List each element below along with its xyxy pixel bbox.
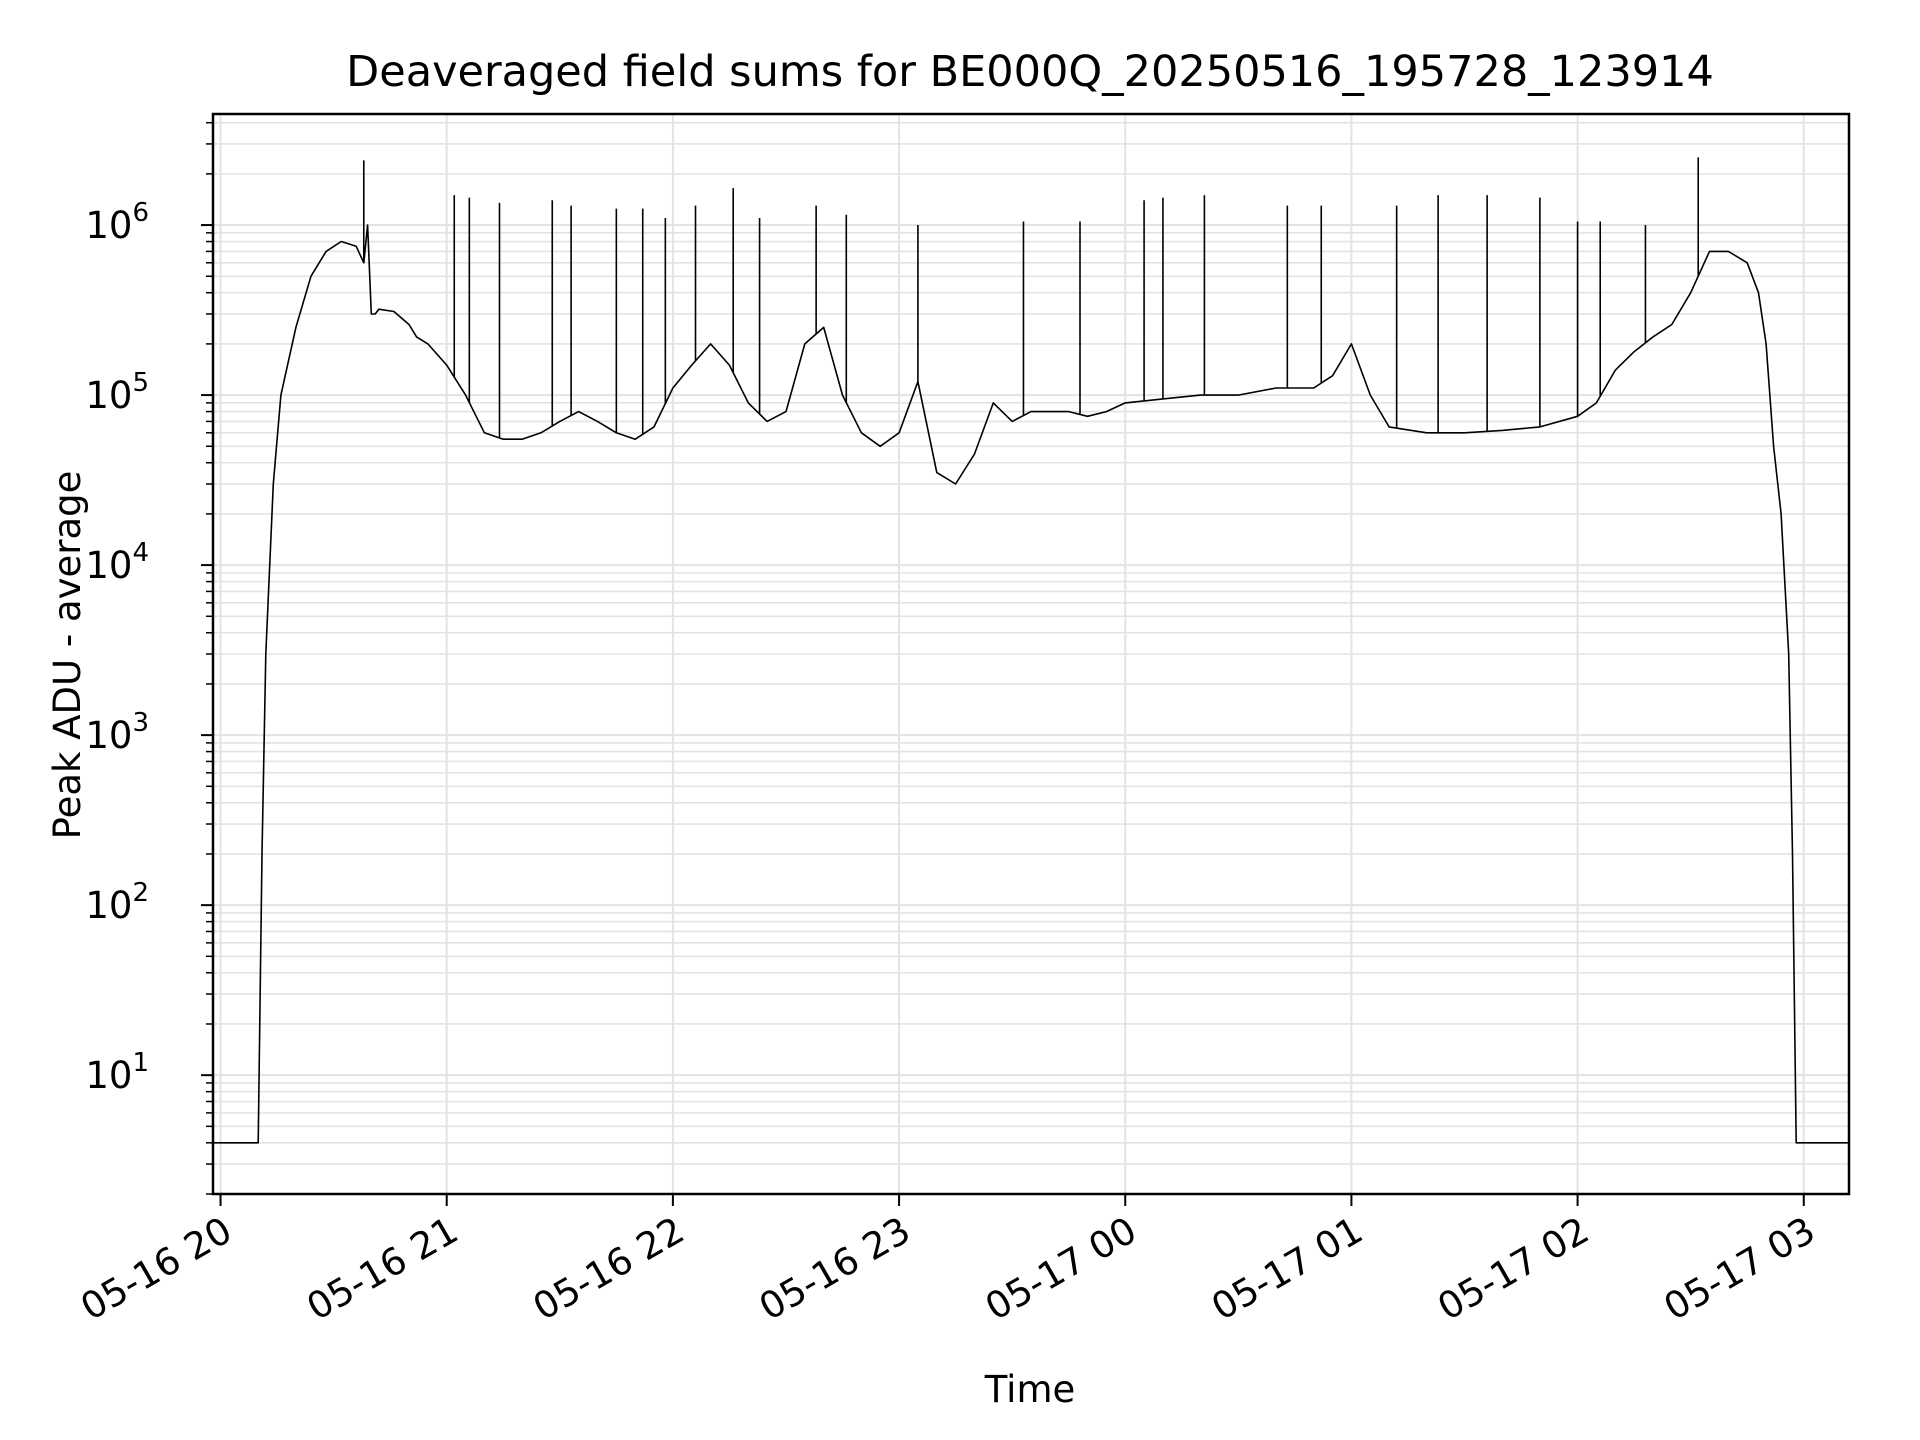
y-tick-base: 10 (85, 1054, 132, 1097)
x-axis-label: Time (984, 1368, 1076, 1411)
chart-title: Deaveraged field sums for BE000Q_2025051… (346, 47, 1714, 97)
grid (213, 114, 1849, 1195)
y-tick-exponent: 2 (132, 878, 149, 908)
x-tick-label: 05-17 02 (1431, 1209, 1597, 1329)
y-tick-exponent: 5 (132, 368, 149, 398)
y-tick-base: 10 (85, 544, 132, 587)
x-tick-label: 05-16 21 (300, 1209, 466, 1329)
y-tick-label: 106 (85, 198, 149, 247)
x-tick-label: 05-17 00 (978, 1209, 1144, 1329)
y-tick-exponent: 1 (132, 1048, 149, 1078)
x-tick-label: 05-16 23 (752, 1209, 918, 1329)
y-tick-label: 103 (85, 708, 149, 757)
y-tick-label: 102 (85, 878, 149, 927)
x-tick-label: 05-17 03 (1657, 1209, 1823, 1329)
x-tick-label: 05-16 20 (73, 1209, 239, 1329)
y-tick-base: 10 (85, 374, 132, 417)
x-tick-label: 05-16 22 (526, 1209, 692, 1329)
y-tick-exponent: 6 (132, 198, 149, 228)
y-tick-label: 105 (85, 368, 149, 417)
y-tick-base: 10 (85, 884, 132, 927)
y-axis-label: Peak ADU - average (46, 471, 89, 840)
y-tick-label: 101 (85, 1048, 149, 1097)
series-line (213, 224, 1849, 1144)
series-layer (213, 157, 1849, 1144)
y-tick-base: 10 (85, 204, 132, 247)
y-tick-exponent: 3 (132, 708, 149, 738)
y-tick-base: 10 (85, 714, 132, 757)
x-tick-label: 05-17 01 (1204, 1209, 1370, 1329)
y-tick-label: 104 (85, 538, 149, 587)
ticks: 05-16 20 05-16 21 05-16 22 05-16 23 05-17 00… (73, 121, 1823, 1329)
y-tick-exponent: 4 (132, 538, 149, 568)
